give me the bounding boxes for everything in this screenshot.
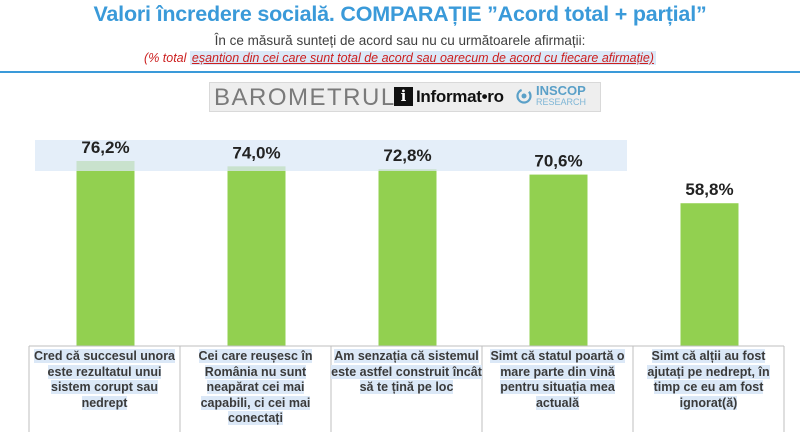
- inscop-logo: INSCOP: [536, 83, 586, 98]
- informat-logo: Informat•ro: [416, 87, 504, 106]
- category-label-text: Cei care reușesc în România nu sunt neap…: [198, 349, 313, 425]
- chart-title: Valori încredere socială. COMPARAȚIE ”Ac…: [93, 2, 707, 26]
- category-label-text: Simt că statul poartă o mare parte din v…: [490, 349, 625, 410]
- inscop-research-label: RESEARCH: [536, 97, 587, 107]
- sample-note-text: eșantion din cei care sunt total de acor…: [189, 51, 656, 65]
- bar-3: [378, 169, 437, 346]
- sample-note: (% total eșantion din cei care sunt tota…: [0, 51, 800, 65]
- category-label-text: Cred că succesul unora este rezultatul u…: [33, 349, 176, 410]
- category-label-4: Simt că statul poartă o mare parte din v…: [482, 349, 633, 433]
- bar-5: [680, 203, 739, 346]
- inscop-swirl-icon: [516, 88, 532, 104]
- category-label-5: Simt că alții au fost ajutați pe nedrept…: [633, 349, 784, 433]
- bar-1: [76, 160, 135, 346]
- partner-logos: BAROMETRUL i Informat•ro INSCOP RESEARCH: [209, 82, 601, 112]
- bar-2: [227, 166, 286, 346]
- highlight-band: [35, 140, 627, 171]
- value-label-5: 58,8%: [685, 180, 733, 199]
- value-label-4: 70,6%: [534, 152, 582, 171]
- category-label-1: Cred că succesul unora este rezultatul u…: [29, 349, 180, 433]
- value-label-3: 72,8%: [383, 146, 431, 165]
- barometrul-logo: BAROMETRUL: [214, 84, 396, 111]
- value-label-2: 74,0%: [232, 143, 280, 162]
- value-label-1: 76,2%: [81, 138, 129, 157]
- category-label-text: Am senzația că sistemul este astfel cons…: [331, 349, 482, 394]
- chart-subtitle: În ce măsură sunteți de acord sau nu cu …: [214, 33, 586, 48]
- informat-i-icon: i: [394, 87, 413, 106]
- header-divider: [0, 71, 800, 73]
- bar-4: [529, 174, 588, 346]
- category-label-2: Cei care reușesc în România nu sunt neap…: [180, 349, 331, 433]
- sample-note-prefix: (% total: [144, 51, 190, 65]
- category-label-3: Am senzația că sistemul este astfel cons…: [331, 349, 482, 433]
- category-label-text: Simt că alții au fost ajutați pe nedrept…: [647, 349, 770, 410]
